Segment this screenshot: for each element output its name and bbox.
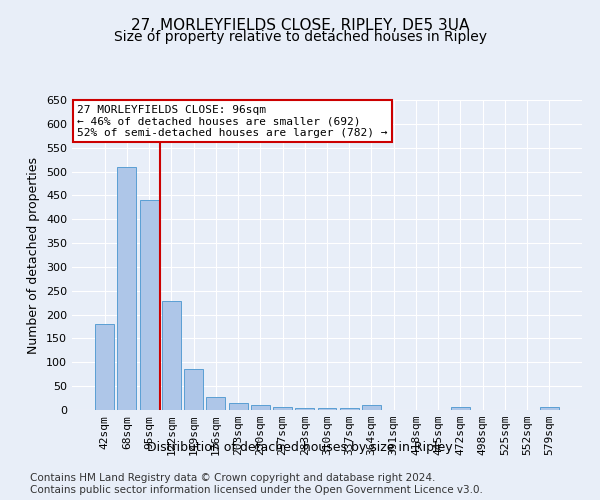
Bar: [317, 408, 337, 410]
Text: 27, MORLEYFIELDS CLOSE, RIPLEY, DE5 3UA: 27, MORLEYFIELDS CLOSE, RIPLEY, DE5 3UA: [131, 18, 469, 32]
Bar: [362, 405, 381, 410]
Bar: [118, 167, 136, 410]
Text: Contains HM Land Registry data © Crown copyright and database right 2024.
Contai: Contains HM Land Registry data © Crown c…: [30, 474, 483, 495]
Bar: [162, 302, 181, 410]
Bar: [273, 406, 292, 410]
Bar: [184, 370, 203, 410]
Bar: [140, 200, 158, 410]
Text: Distribution of detached houses by size in Ripley: Distribution of detached houses by size …: [147, 441, 453, 454]
Bar: [340, 408, 359, 410]
Bar: [451, 406, 470, 410]
Bar: [95, 324, 114, 410]
Bar: [229, 403, 248, 410]
Y-axis label: Number of detached properties: Number of detached properties: [28, 156, 40, 354]
Text: 27 MORLEYFIELDS CLOSE: 96sqm
← 46% of detached houses are smaller (692)
52% of s: 27 MORLEYFIELDS CLOSE: 96sqm ← 46% of de…: [77, 104, 388, 138]
Bar: [251, 405, 270, 410]
Text: Size of property relative to detached houses in Ripley: Size of property relative to detached ho…: [113, 30, 487, 44]
Bar: [295, 408, 314, 410]
Bar: [206, 396, 225, 410]
Bar: [540, 406, 559, 410]
